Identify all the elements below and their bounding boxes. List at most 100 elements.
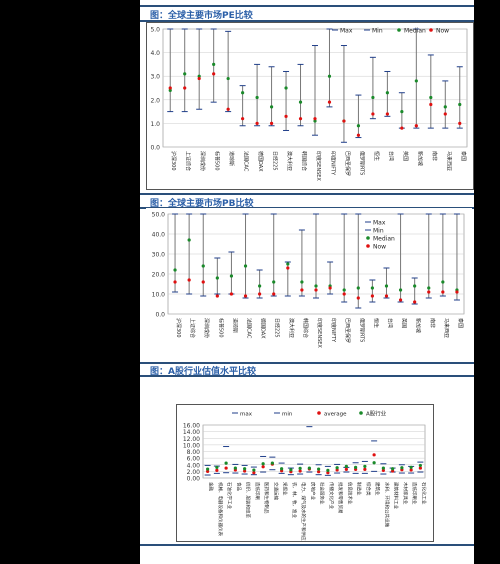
median-point <box>173 268 177 272</box>
x-category-label: 交通运输 <box>272 482 279 500</box>
median-point <box>243 469 247 473</box>
median-point <box>458 102 462 107</box>
now-point <box>400 126 404 130</box>
now-point <box>344 464 348 469</box>
section-rule <box>140 362 474 364</box>
now-point <box>381 466 385 470</box>
now-point <box>429 102 433 107</box>
now-point <box>317 467 321 471</box>
median-point <box>409 468 413 472</box>
median-point <box>300 280 304 284</box>
section-rule <box>140 375 474 377</box>
y-tick-label: 3.0 <box>150 74 160 81</box>
median-point <box>413 284 417 288</box>
now-point <box>270 461 274 465</box>
x-category-label: 德国DAX <box>257 151 264 172</box>
x-category-label: 造纸印刷业 <box>411 482 418 505</box>
now-point <box>298 466 302 470</box>
legend-label: Median <box>373 236 395 243</box>
x-category-label: 泰国 <box>457 318 464 328</box>
now-point <box>206 467 210 471</box>
section-title-pb: 图：全球主要市场PB比较 <box>150 199 254 209</box>
x-category-label: 建筑业 <box>374 482 381 496</box>
median-point <box>414 79 418 83</box>
now-point <box>363 464 367 469</box>
now-point <box>413 300 417 304</box>
median-point <box>215 468 219 472</box>
x-category-label: 印度NIFTY <box>330 318 337 343</box>
now-point <box>224 461 228 465</box>
now-point <box>441 290 445 294</box>
x-category-label: 标普500 <box>217 318 224 338</box>
median-point <box>372 453 376 457</box>
now-point <box>255 121 259 125</box>
x-category-label: 道琼斯 <box>228 151 235 166</box>
x-category-label: 纺织、服装和皮革 <box>245 482 252 518</box>
median-point <box>224 466 228 470</box>
now-point <box>241 117 245 121</box>
median-point <box>356 286 360 290</box>
legend-marker <box>366 236 370 240</box>
x-category-label: 木材家具业 <box>402 482 409 505</box>
y-tick-label: 10.00 <box>183 442 200 449</box>
x-category-label: 英国 <box>401 318 408 328</box>
median-point <box>206 469 210 473</box>
x-category-label: 日经225 <box>274 318 281 338</box>
x-category-label: 标普500 <box>214 151 221 171</box>
now-point <box>197 76 201 81</box>
x-category-label: 南非 <box>431 151 438 161</box>
x-category-label: 深圳成份 <box>199 151 206 171</box>
x-category-label: 印度SENSEX <box>316 318 323 348</box>
y-tick-label: 5.0 <box>150 27 160 34</box>
now-point <box>300 288 304 292</box>
section-rule <box>140 20 474 22</box>
median-point <box>243 264 248 268</box>
now-point <box>307 466 311 470</box>
x-category-label: 上证综合 <box>185 151 192 171</box>
x-category-label: 澳大利亚 <box>288 318 295 338</box>
now-point <box>243 294 248 298</box>
now-point <box>409 465 413 469</box>
legend-marker <box>429 28 433 32</box>
y-tick-label: 12.00 <box>183 436 200 443</box>
legend-marker <box>366 244 370 248</box>
x-category-label: 恒生 <box>373 151 380 161</box>
y-tick-label: 40.0 <box>152 232 166 239</box>
y-tick-label: 10.0 <box>152 292 166 299</box>
x-category-label: 韩国综合 <box>301 151 308 171</box>
legend-label: Max <box>340 28 353 35</box>
x-category-label: 医药和生物制品 <box>263 482 270 514</box>
median-point <box>326 471 330 475</box>
now-point <box>187 278 191 282</box>
median-point <box>255 95 259 100</box>
x-category-label: 台湾 <box>387 151 394 161</box>
now-point <box>314 288 318 292</box>
x-category-label: 房地产业 <box>309 482 316 500</box>
median-point <box>241 91 245 95</box>
x-category-label: 综合类 <box>365 482 372 496</box>
median-point <box>371 95 375 100</box>
x-category-label: 泰国 <box>460 151 467 161</box>
median-point <box>363 467 367 471</box>
y-tick-label: 4.00 <box>187 462 201 469</box>
median-point <box>298 100 303 104</box>
x-category-label: 石化化工业 <box>420 482 427 505</box>
now-point <box>458 121 462 125</box>
legend-marker <box>317 411 321 415</box>
median-point <box>381 468 385 472</box>
median-point <box>168 88 172 92</box>
x-category-label: 法国CAC <box>246 318 253 339</box>
median-point <box>391 469 395 473</box>
legend-label: Max <box>373 220 386 227</box>
legend-label: A股行业 <box>366 410 387 418</box>
median-point <box>314 284 318 288</box>
y-tick-label: 20.0 <box>152 272 166 279</box>
now-point <box>370 294 374 298</box>
section-rule <box>140 5 474 7</box>
industry-range-chart: 0.002.004.006.008.0010.0012.0014.0016.00… <box>183 410 428 546</box>
legend-label: Min <box>373 228 384 235</box>
y-tick-label: 6.00 <box>187 456 201 463</box>
x-category-label: 批发和零售贸易 <box>337 482 344 514</box>
x-category-label: 上证综合 <box>189 318 196 338</box>
now-point <box>418 463 422 468</box>
